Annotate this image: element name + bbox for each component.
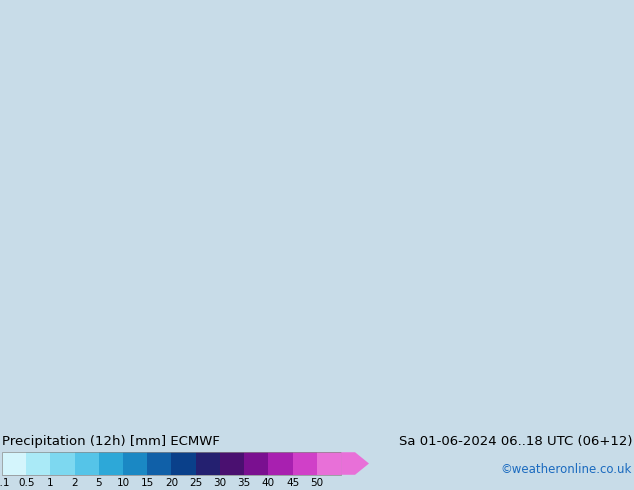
Bar xyxy=(2,452,341,475)
Text: 20: 20 xyxy=(165,478,178,488)
Bar xyxy=(268,452,293,475)
Bar xyxy=(317,452,341,475)
Bar xyxy=(99,452,123,475)
Text: 0.1: 0.1 xyxy=(0,478,10,488)
Bar xyxy=(244,452,268,475)
Text: 0.5: 0.5 xyxy=(18,478,34,488)
Bar xyxy=(2,452,26,475)
Text: 5: 5 xyxy=(96,478,102,488)
Text: 1: 1 xyxy=(47,478,54,488)
FancyArrow shape xyxy=(341,452,369,475)
Text: ©weatheronline.co.uk: ©weatheronline.co.uk xyxy=(501,463,632,476)
Text: 25: 25 xyxy=(189,478,202,488)
Text: 30: 30 xyxy=(214,478,226,488)
Bar xyxy=(220,452,244,475)
Bar xyxy=(196,452,220,475)
Bar xyxy=(75,452,99,475)
Text: 10: 10 xyxy=(117,478,129,488)
Bar xyxy=(26,452,50,475)
Bar xyxy=(147,452,171,475)
Text: 40: 40 xyxy=(262,478,275,488)
Bar xyxy=(293,452,317,475)
Bar xyxy=(123,452,147,475)
Text: Precipitation (12h) [mm] ECMWF: Precipitation (12h) [mm] ECMWF xyxy=(2,435,220,448)
Text: 45: 45 xyxy=(286,478,299,488)
Text: 50: 50 xyxy=(310,478,323,488)
Text: 15: 15 xyxy=(141,478,154,488)
Text: 2: 2 xyxy=(71,478,78,488)
Bar xyxy=(50,452,75,475)
Text: Sa 01-06-2024 06..18 UTC (06+12): Sa 01-06-2024 06..18 UTC (06+12) xyxy=(399,435,632,448)
Bar xyxy=(171,452,196,475)
Text: 35: 35 xyxy=(238,478,251,488)
